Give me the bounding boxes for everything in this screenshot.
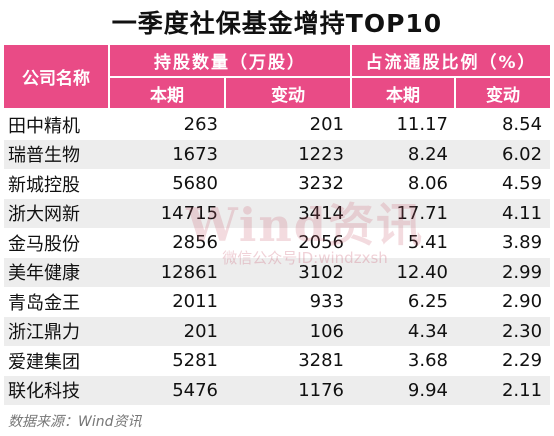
ratio-change-cell: 2.99 [456,257,551,287]
holdings-change-cell: 1223 [226,139,352,169]
header-holdings-group: 持股数量（万股） [110,45,352,78]
company-name-cell: 浙江鼎力 [4,316,110,346]
holdings-change-cell: 933 [226,287,352,317]
table-body: 田中精机 263 201 11.17 8.54 瑞普生物 1673 1223 8.24 6.02 新… [4,110,551,405]
header-company: 公司名称 [4,45,110,110]
ratio-current-cell: 5.41 [352,228,456,258]
ratio-change-cell: 3.89 [456,228,551,258]
holdings-current-cell: 5281 [110,346,226,376]
ratio-change-cell: 2.90 [456,287,551,317]
header-ratio-group: 占流通股比例（%） [352,45,551,78]
holdings-current-cell: 263 [110,110,226,140]
holdings-current-cell: 201 [110,316,226,346]
holdings-change-cell: 3232 [226,169,352,199]
holdings-current-cell: 2011 [110,287,226,317]
company-name-cell: 新城控股 [4,169,110,199]
header-holdings-change: 变动 [226,78,352,110]
ratio-change-cell: 2.11 [456,375,551,405]
holdings-change-cell: 2056 [226,228,352,258]
ratio-current-cell: 8.24 [352,139,456,169]
company-name-cell: 田中精机 [4,110,110,140]
table-row: 新城控股 5680 3232 8.06 4.59 [4,169,551,199]
table-row: 瑞普生物 1673 1223 8.24 6.02 [4,139,551,169]
company-name-cell: 青岛金王 [4,287,110,317]
ratio-current-cell: 8.06 [352,169,456,199]
ratio-current-cell: 6.25 [352,287,456,317]
ratio-change-cell: 4.11 [456,198,551,228]
holdings-change-cell: 106 [226,316,352,346]
table-row: 爱建集团 5281 3281 3.68 2.29 [4,346,551,376]
holdings-current-cell: 5680 [110,169,226,199]
header-holdings-current: 本期 [110,78,226,110]
page-title: 一季度社保基金增持TOP10 [111,9,443,38]
ratio-current-cell: 4.34 [352,316,456,346]
ratio-change-cell: 2.29 [456,346,551,376]
data-source: 数据来源：Wind资讯 [8,414,142,430]
ratio-current-cell: 17.71 [352,198,456,228]
company-name-cell: 浙大网新 [4,198,110,228]
ratio-change-cell: 2.30 [456,316,551,346]
holdings-current-cell: 2856 [110,228,226,258]
ratio-change-cell: 6.02 [456,139,551,169]
holdings-change-cell: 3414 [226,198,352,228]
company-name-cell: 联化科技 [4,375,110,405]
table-row: 金马股份 2856 2056 5.41 3.89 [4,228,551,258]
table-row: 美年健康 12861 3102 12.40 2.99 [4,257,551,287]
table-row: 联化科技 5476 1176 9.94 2.11 [4,375,551,405]
ratio-current-cell: 9.94 [352,375,456,405]
table-row: 青岛金王 2011 933 6.25 2.90 [4,287,551,317]
company-name-cell: 爱建集团 [4,346,110,376]
holdings-current-cell: 5476 [110,375,226,405]
ratio-change-cell: 8.54 [456,110,551,140]
holdings-current-cell: 14715 [110,198,226,228]
holdings-table: 公司名称 持股数量（万股） 占流通股比例（%） 本期 变动 本期 变动 田中精机… [4,45,551,405]
company-name-cell: 金马股份 [4,228,110,258]
table-row: 田中精机 263 201 11.17 8.54 [4,110,551,140]
header-ratio-current: 本期 [352,78,456,110]
holdings-change-cell: 1176 [226,375,352,405]
holdings-current-cell: 1673 [110,139,226,169]
table-row: 浙大网新 14715 3414 17.71 4.11 [4,198,551,228]
holdings-change-cell: 3102 [226,257,352,287]
holdings-current-cell: 12861 [110,257,226,287]
holdings-change-cell: 3281 [226,346,352,376]
table-row: 浙江鼎力 201 106 4.34 2.30 [4,316,551,346]
ratio-current-cell: 12.40 [352,257,456,287]
header-ratio-change: 变动 [456,78,551,110]
ratio-change-cell: 4.59 [456,169,551,199]
ratio-current-cell: 11.17 [352,110,456,140]
company-name-cell: 美年健康 [4,257,110,287]
holdings-change-cell: 201 [226,110,352,140]
company-name-cell: 瑞普生物 [4,139,110,169]
ratio-current-cell: 3.68 [352,346,456,376]
